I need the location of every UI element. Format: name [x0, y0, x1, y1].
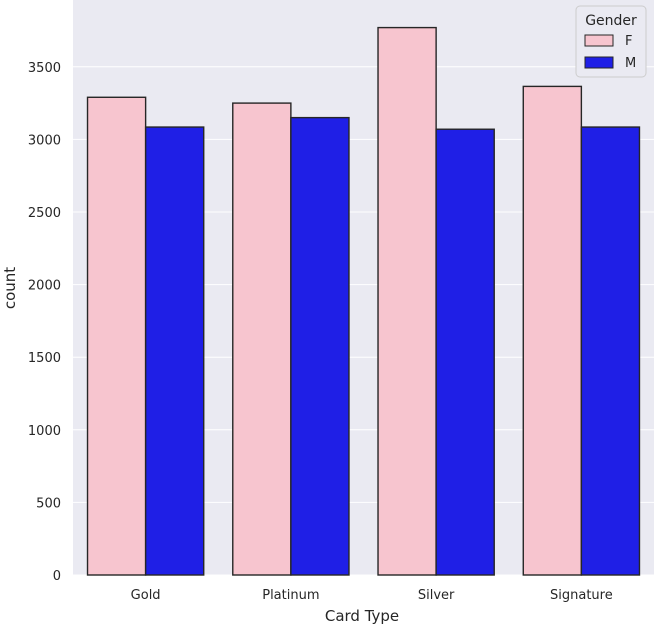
bar-silver-f [377, 26, 437, 576]
x-tick-label: Signature [550, 588, 613, 603]
y-tick-label: 0 [53, 569, 61, 584]
y-tick-label: 1500 [28, 351, 61, 366]
y-tick-label: 500 [36, 496, 61, 511]
bar-platinum-m [290, 116, 350, 576]
y-tick-label: 1000 [28, 424, 61, 439]
y-axis-title: count [1, 267, 19, 309]
legend-label-f: F [625, 34, 632, 49]
bar-gold-f [86, 96, 147, 576]
legend-swatch-f [584, 34, 614, 47]
x-tick-label: Gold [131, 588, 161, 603]
y-tick-labels: 0 500 1000 1500 2000 2500 3000 3500 [28, 61, 61, 584]
bar-gold-m [144, 126, 205, 576]
bars [86, 26, 641, 576]
y-tick-label: 3500 [28, 61, 61, 76]
bar-signature-f [522, 85, 583, 576]
x-tick-label: Silver [418, 588, 455, 603]
bar-platinum-f [232, 102, 292, 576]
y-tick-label: 2000 [28, 279, 61, 294]
legend: Gender F M [575, 5, 647, 78]
x-tick-labels: Gold Platinum Silver Signature [131, 588, 613, 603]
bar-silver-m [435, 128, 495, 576]
legend-title: Gender [585, 13, 637, 29]
y-tick-label: 3000 [28, 133, 61, 148]
x-axis-title: Card Type [325, 607, 399, 625]
legend-swatch-m [584, 56, 614, 69]
legend-label-m: M [625, 56, 636, 71]
y-tick-label: 2500 [28, 206, 61, 221]
bar-signature-m [580, 126, 641, 576]
x-tick-label: Platinum [262, 588, 319, 603]
